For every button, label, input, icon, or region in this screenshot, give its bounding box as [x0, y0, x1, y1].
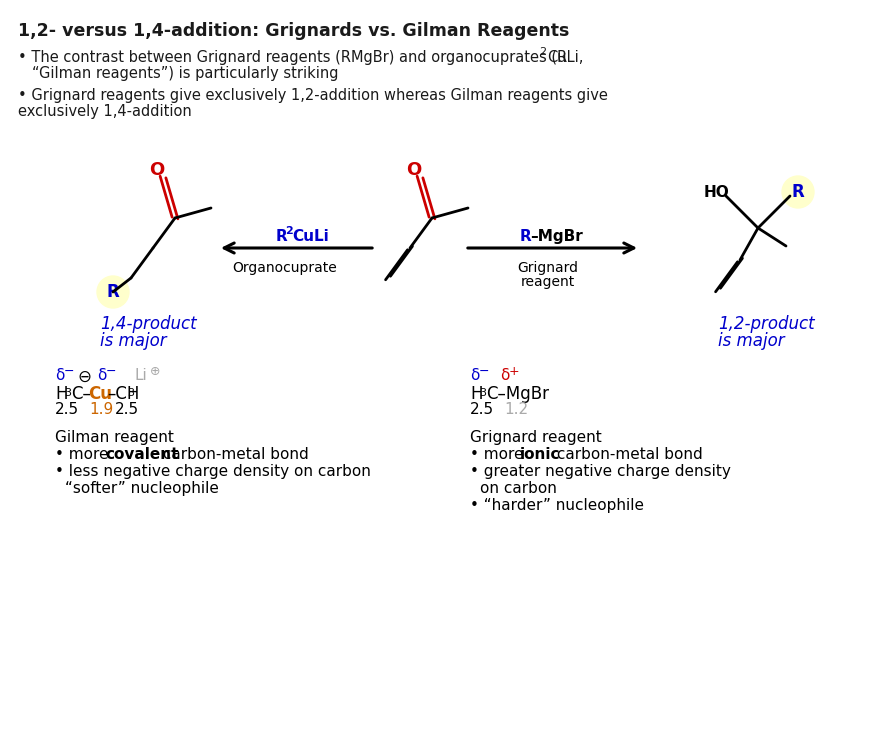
Circle shape: [97, 276, 129, 308]
Text: 1,2- versus 1,4-addition: Grignards vs. Gilman Reagents: 1,2- versus 1,4-addition: Grignards vs. …: [18, 22, 570, 40]
Text: “Gilman reagents”) is particularly striking: “Gilman reagents”) is particularly strik…: [32, 66, 338, 81]
Text: Cu: Cu: [88, 385, 112, 403]
Text: –CH: –CH: [107, 385, 139, 403]
Text: • “harder” nucleophile: • “harder” nucleophile: [470, 498, 644, 513]
Text: Grignard reagent: Grignard reagent: [470, 430, 602, 445]
Text: is major: is major: [718, 332, 785, 350]
Text: exclusively 1,4-addition: exclusively 1,4-addition: [18, 104, 191, 119]
Text: ⊖: ⊖: [77, 368, 91, 386]
Text: 3: 3: [479, 388, 486, 398]
Text: O: O: [150, 161, 165, 179]
Text: • Grignard reagents give exclusively 1,2-addition whereas Gilman reagents give: • Grignard reagents give exclusively 1,2…: [18, 88, 608, 103]
Text: −: −: [64, 365, 74, 378]
Text: δ: δ: [97, 368, 106, 383]
Text: reagent: reagent: [521, 275, 575, 289]
Text: 2.5: 2.5: [470, 402, 494, 417]
Text: 2.5: 2.5: [115, 402, 139, 417]
Text: 1,2-product: 1,2-product: [718, 315, 814, 333]
Text: • more: • more: [55, 447, 113, 462]
Text: ionic: ionic: [520, 447, 561, 462]
Text: δ: δ: [500, 368, 509, 383]
Text: H: H: [55, 385, 67, 403]
Text: • less negative charge density on carbon: • less negative charge density on carbon: [55, 464, 371, 479]
Text: Li: Li: [135, 368, 148, 383]
Text: Grignard: Grignard: [517, 261, 579, 275]
Text: O: O: [407, 161, 422, 179]
Text: C–MgBr: C–MgBr: [486, 385, 549, 403]
Text: R: R: [106, 283, 120, 301]
Text: 2: 2: [285, 226, 292, 236]
Text: 3: 3: [127, 388, 134, 398]
Text: ⊕: ⊕: [150, 365, 160, 378]
Text: δ: δ: [470, 368, 479, 383]
Text: +: +: [509, 365, 519, 378]
Text: 2: 2: [539, 47, 546, 57]
Text: carbon-metal bond: carbon-metal bond: [158, 447, 308, 462]
Text: • greater negative charge density: • greater negative charge density: [470, 464, 731, 479]
Text: −: −: [106, 365, 116, 378]
Text: 1.9: 1.9: [89, 402, 113, 417]
Text: 2.5: 2.5: [55, 402, 79, 417]
Text: Gilman reagent: Gilman reagent: [55, 430, 174, 445]
Text: −: −: [479, 365, 489, 378]
Text: “softer” nucleophile: “softer” nucleophile: [65, 481, 219, 496]
Text: on carbon: on carbon: [480, 481, 557, 496]
Text: 1.2: 1.2: [504, 402, 528, 417]
Text: • more: • more: [470, 447, 528, 462]
Text: carbon-metal bond: carbon-metal bond: [552, 447, 703, 462]
Text: –MgBr: –MgBr: [530, 229, 583, 244]
Text: R: R: [791, 183, 804, 201]
Text: R: R: [520, 229, 532, 244]
Text: C–: C–: [71, 385, 91, 403]
Text: 1,4-product: 1,4-product: [100, 315, 197, 333]
Text: R: R: [276, 229, 288, 244]
Text: • The contrast between Grignard reagents (RMgBr) and organocuprates (R: • The contrast between Grignard reagents…: [18, 50, 567, 65]
Text: CuLi: CuLi: [292, 229, 329, 244]
Text: CuLi,: CuLi,: [547, 50, 583, 65]
Text: is major: is major: [100, 332, 167, 350]
Circle shape: [782, 176, 814, 208]
Text: Organocuprate: Organocuprate: [233, 261, 338, 275]
Text: δ: δ: [55, 368, 65, 383]
Text: H: H: [470, 385, 483, 403]
Text: 3: 3: [64, 388, 71, 398]
Text: covalent: covalent: [105, 447, 178, 462]
Text: HO: HO: [704, 185, 730, 200]
